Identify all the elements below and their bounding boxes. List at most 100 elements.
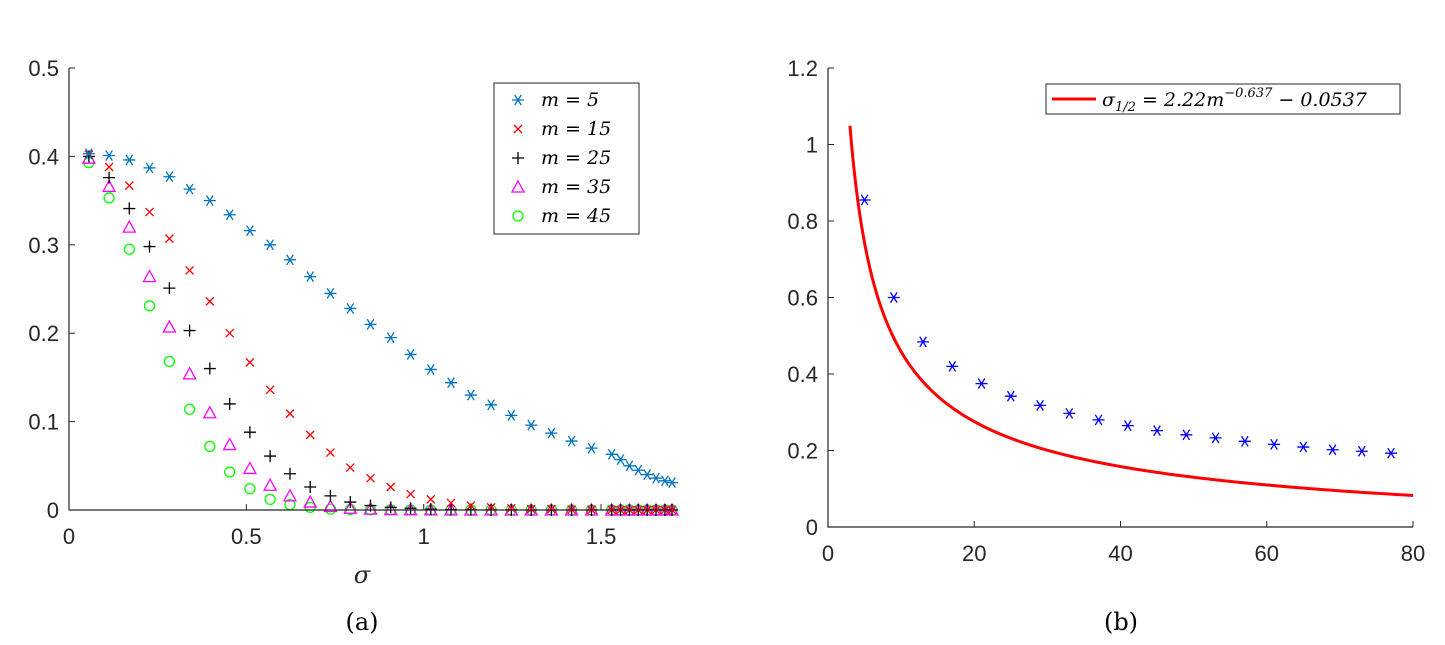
data-point bbox=[445, 377, 458, 389]
legend-label-m5: m = 5 bbox=[541, 89, 599, 111]
data-point bbox=[466, 501, 476, 511]
data-point bbox=[565, 435, 578, 447]
legend-marker-asterisk-icon bbox=[512, 94, 524, 106]
y-tick-label-a: 0.1 bbox=[28, 410, 59, 435]
legend-label-m35: m = 35 bbox=[541, 176, 611, 198]
data-point bbox=[122, 219, 137, 233]
data-point bbox=[1063, 407, 1076, 419]
axis-ticks-b: 0 0.2 0.4 0.6 0.8 1 1.2 0 20 40 60 80 bbox=[787, 56, 1425, 566]
data-point bbox=[917, 336, 930, 348]
data-point bbox=[650, 472, 663, 484]
caption-b: (b) bbox=[1104, 608, 1138, 636]
data-point bbox=[145, 207, 154, 217]
y-tick-label-a: 0.4 bbox=[28, 144, 59, 169]
data-point bbox=[1092, 414, 1105, 426]
data-point bbox=[245, 357, 255, 367]
legend-label-m45: m = 45 bbox=[541, 205, 611, 227]
data-point bbox=[162, 319, 177, 333]
data-point bbox=[164, 234, 174, 244]
panel-a: 0 0.1 0.2 0.3 0.4 0.5 0 0.5 1 1.5 σ m = 5 m = 15 … bbox=[28, 56, 680, 636]
legend-label-m25: m = 25 bbox=[541, 147, 611, 169]
data-point bbox=[384, 332, 397, 344]
data-point bbox=[225, 328, 235, 338]
legend-markers-a bbox=[510, 94, 526, 222]
data-point bbox=[323, 499, 338, 513]
data-point bbox=[205, 296, 215, 306]
x-tick-label-b: 60 bbox=[1255, 541, 1279, 566]
data-point bbox=[1268, 438, 1281, 450]
legend-a: m = 5 m = 15 m = 25 m = 35 m = 45 bbox=[493, 82, 640, 235]
caption-a: (a) bbox=[345, 608, 378, 636]
data-point bbox=[305, 430, 315, 440]
data-point bbox=[545, 427, 558, 439]
x-tick-label-a: 1 bbox=[418, 524, 430, 549]
y-tick-label-b: 0.6 bbox=[787, 286, 818, 311]
fit-curve bbox=[848, 125, 1414, 497]
x-tick-label-b: 80 bbox=[1401, 541, 1425, 566]
data-point bbox=[123, 154, 136, 166]
data-point bbox=[614, 454, 627, 466]
data-point bbox=[285, 409, 295, 419]
data-point bbox=[1034, 399, 1047, 411]
data-point bbox=[143, 300, 156, 312]
data-point bbox=[403, 502, 418, 516]
data-point bbox=[143, 240, 156, 253]
data-point bbox=[103, 192, 115, 204]
data-point bbox=[526, 504, 536, 514]
y-tick-label-b: 0.4 bbox=[787, 362, 818, 387]
y-tick-label-b: 0.2 bbox=[787, 439, 818, 464]
data-points-b bbox=[858, 194, 1398, 459]
data-point bbox=[344, 496, 357, 509]
data-point bbox=[343, 500, 358, 514]
data-point bbox=[406, 489, 416, 499]
data-point bbox=[243, 225, 256, 237]
data-point bbox=[203, 362, 216, 375]
y-tick-label-b: 0.8 bbox=[787, 209, 818, 234]
data-point bbox=[424, 503, 437, 516]
data-point bbox=[1180, 429, 1193, 441]
data-point bbox=[383, 502, 398, 516]
data-point bbox=[183, 183, 196, 195]
data-point bbox=[485, 399, 498, 411]
data-point bbox=[244, 483, 256, 495]
data-point bbox=[103, 150, 116, 161]
data-point bbox=[204, 440, 216, 453]
data-point bbox=[304, 481, 317, 494]
data-point bbox=[282, 488, 298, 502]
data-point bbox=[223, 209, 236, 221]
data-point bbox=[304, 271, 317, 283]
legend-b: σ1/2 = 2.22m−0.637 − 0.0537 bbox=[1045, 83, 1401, 115]
data-point bbox=[123, 243, 135, 255]
data-point bbox=[324, 489, 337, 502]
data-point bbox=[363, 501, 378, 515]
data-point bbox=[506, 503, 516, 513]
x-tick-label-b: 40 bbox=[1108, 541, 1132, 566]
data-point bbox=[1004, 390, 1017, 402]
legend-marker-triangle-icon bbox=[510, 179, 526, 193]
data-point bbox=[202, 405, 217, 419]
data-point bbox=[142, 269, 157, 283]
data-point bbox=[404, 348, 417, 360]
axes-a bbox=[68, 68, 672, 511]
data-point bbox=[163, 355, 176, 368]
data-point bbox=[182, 366, 197, 380]
legend-marker-circle-icon bbox=[512, 210, 524, 222]
y-tick-label-a: 0.3 bbox=[28, 233, 59, 258]
data-point bbox=[101, 179, 117, 193]
panel-b: 0 0.2 0.4 0.6 0.8 1 1.2 0 20 40 60 80 σ1/2 = 2.22m−… bbox=[787, 56, 1425, 636]
data-point bbox=[1238, 435, 1251, 447]
axis-ticks-a: 0 0.1 0.2 0.3 0.4 0.5 0 0.5 1 1.5 bbox=[28, 56, 616, 549]
data-point bbox=[183, 403, 196, 415]
x-tick-label-a: 0 bbox=[63, 524, 75, 549]
data-point bbox=[623, 460, 636, 472]
data-point bbox=[887, 292, 900, 303]
y-tick-label-b: 1 bbox=[806, 133, 818, 158]
data-point bbox=[858, 194, 871, 206]
y-tick-label-a: 0.2 bbox=[28, 321, 59, 346]
legend-label-m15: m = 15 bbox=[541, 118, 611, 140]
data-point bbox=[404, 502, 417, 515]
legend-box-b bbox=[1045, 83, 1401, 115]
x-tick-label-a: 1.5 bbox=[586, 524, 617, 549]
data-point bbox=[143, 162, 156, 174]
data-point bbox=[124, 181, 134, 191]
